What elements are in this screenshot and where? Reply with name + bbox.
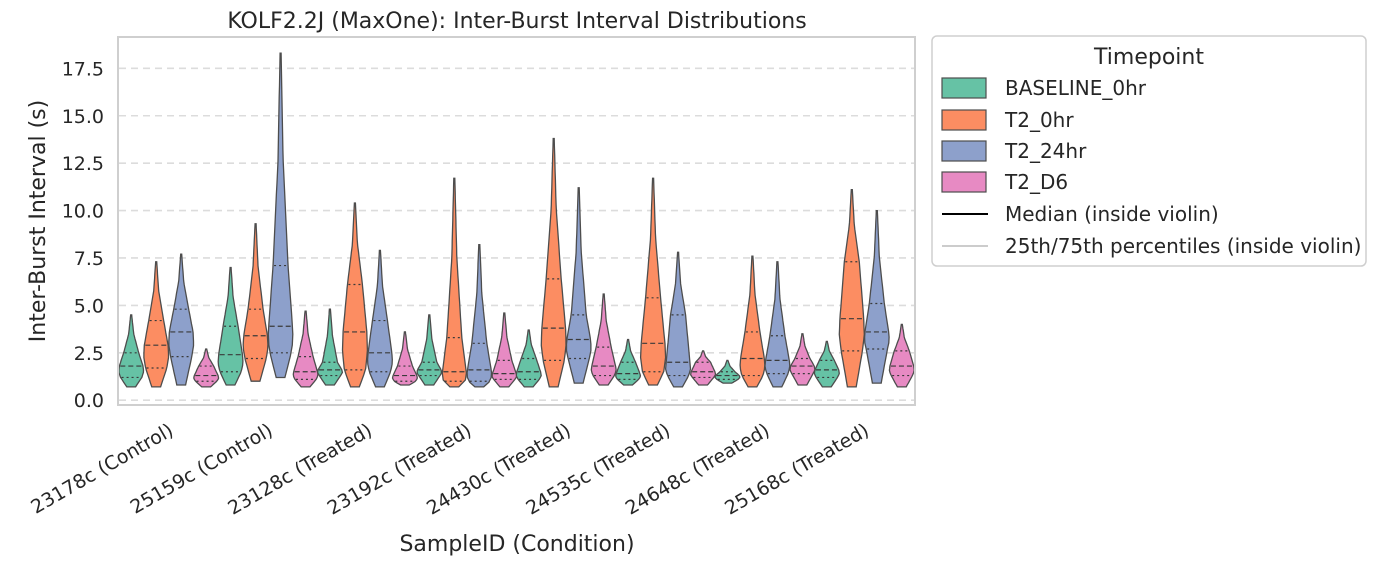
x-tick-labels: 23178c (Control)25159c (Control)23128c (… — [27, 419, 873, 519]
violin-t2-0hr — [639, 177, 667, 386]
violin-t2-d6 — [391, 331, 418, 386]
y-tick-label: 0.0 — [74, 390, 104, 412]
violin-t2-24hr — [565, 187, 592, 384]
violin-t2-d6 — [789, 333, 816, 386]
legend-label-t2-0hr: T2_0hr — [1004, 108, 1074, 132]
violin-t2-0hr — [341, 202, 369, 388]
violins — [118, 52, 915, 388]
legend-swatch-t2-24hr — [941, 140, 987, 162]
legend: Timepoint BASELINE_0hr T2_0hr T2_24hr T2… — [931, 35, 1367, 267]
legend-swatch-t2-d6 — [941, 171, 987, 193]
violin-t2-24hr — [466, 244, 493, 388]
y-tick-label: 17.5 — [62, 58, 104, 80]
violin-t2-24hr — [664, 251, 692, 388]
y-tick-label: 15.0 — [62, 106, 104, 128]
legend-label-t2-d6: T2_D6 — [1004, 170, 1068, 194]
violin-t2-d6 — [193, 348, 220, 388]
legend-frame — [931, 35, 1367, 267]
chart-title: KOLF2.2J (MaxOne): Inter-Burst Interval … — [227, 9, 806, 34]
violin-t2-0hr — [739, 255, 766, 388]
violin-t2-24hr — [168, 253, 195, 386]
violin-t2-d6 — [292, 310, 319, 388]
violin-baseline-0hr — [813, 340, 840, 388]
violin-t2-0hr — [242, 223, 269, 382]
legend-label-median: Median (inside violin) — [1005, 202, 1219, 226]
legend-label-percentiles: 25th/75th percentiles (inside violin) — [1005, 234, 1361, 258]
violin-baseline-0hr — [316, 308, 344, 386]
violin-t2-24hr — [764, 261, 791, 388]
plot-frame — [117, 36, 916, 406]
violin-baseline-0hr — [118, 314, 145, 388]
y-tick-label: 10.0 — [62, 201, 104, 223]
violin-t2-0hr — [143, 261, 170, 388]
violin-t2-0hr — [838, 189, 865, 388]
violin-t2-d6 — [491, 312, 518, 388]
violin-t2-d6 — [590, 293, 617, 386]
violin-t2-d6 — [888, 323, 915, 388]
legend-swatch-baseline — [941, 77, 987, 99]
y-tick-label: 7.5 — [74, 248, 104, 270]
violin-t2-24hr — [366, 249, 393, 388]
violin-t2-24hr — [863, 209, 890, 384]
y-tick-labels: 0.0 2.5 5.0 7.5 10.0 12.5 15.0 17.5 — [62, 58, 104, 412]
legend-label-baseline: BASELINE_0hr — [1005, 76, 1147, 100]
y-tick-label: 5.0 — [74, 295, 104, 317]
violin-t2-0hr — [540, 137, 567, 388]
legend-label-t2-24hr: T2_24hr — [1004, 139, 1087, 163]
y-axis-label: Inter-Burst Interval (s) — [26, 100, 51, 342]
violin-baseline-0hr — [416, 314, 443, 386]
legend-title: Timepoint — [1093, 45, 1204, 70]
violin-t2-24hr — [267, 52, 294, 379]
x-axis-label: SampleID (Condition) — [399, 532, 634, 557]
violin-t2-d6 — [690, 350, 717, 386]
y-tick-label: 2.5 — [74, 343, 104, 365]
y-tick-label: 12.5 — [62, 153, 104, 175]
violin-t2-0hr — [441, 177, 468, 388]
legend-swatch-t2-0hr — [941, 109, 987, 131]
